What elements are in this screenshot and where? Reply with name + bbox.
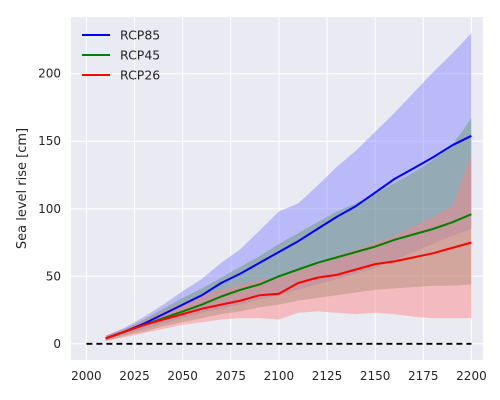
y-tick-labels: 0 50 100 150 200 (38, 67, 61, 351)
y-tick-label: 0 (53, 337, 61, 351)
series-line-rcp26 (105, 241, 472, 340)
series-line-rcp85 (105, 134, 472, 340)
x-tick-label: 2125 (312, 369, 343, 383)
series-line-rcp45 (105, 213, 472, 340)
y-axis-label: Sea level rise [cm] (15, 128, 30, 249)
legend-label-rcp45: RCP45 (120, 48, 160, 63)
series-lines (105, 134, 472, 340)
x-tick-label: 2000 (71, 369, 102, 383)
band-rcp45 (105, 118, 472, 342)
x-tick-label: 2025 (119, 369, 150, 383)
y-tick-label: 200 (38, 67, 61, 81)
x-tick-label: 2200 (456, 369, 487, 383)
x-tick-label: 2175 (408, 369, 439, 383)
band-rcp26 (105, 154, 472, 342)
y-tick-label: 50 (46, 269, 61, 283)
x-tick-label: 2050 (167, 369, 198, 383)
legend: RCP85 RCP45 RCP26 (82, 28, 160, 83)
x-tick-label: 2150 (360, 369, 391, 383)
y-tick-label: 100 (38, 202, 61, 216)
x-tick-label: 2075 (216, 369, 247, 383)
x-tick-labels: 2000 2025 2050 2075 2100 2125 2150 2175 2200 (71, 369, 487, 383)
legend-label-rcp26: RCP26 (120, 68, 160, 83)
legend-label-rcp85: RCP85 (120, 28, 160, 43)
y-tick-label: 150 (38, 134, 61, 148)
x-tick-label: 2100 (264, 369, 295, 383)
